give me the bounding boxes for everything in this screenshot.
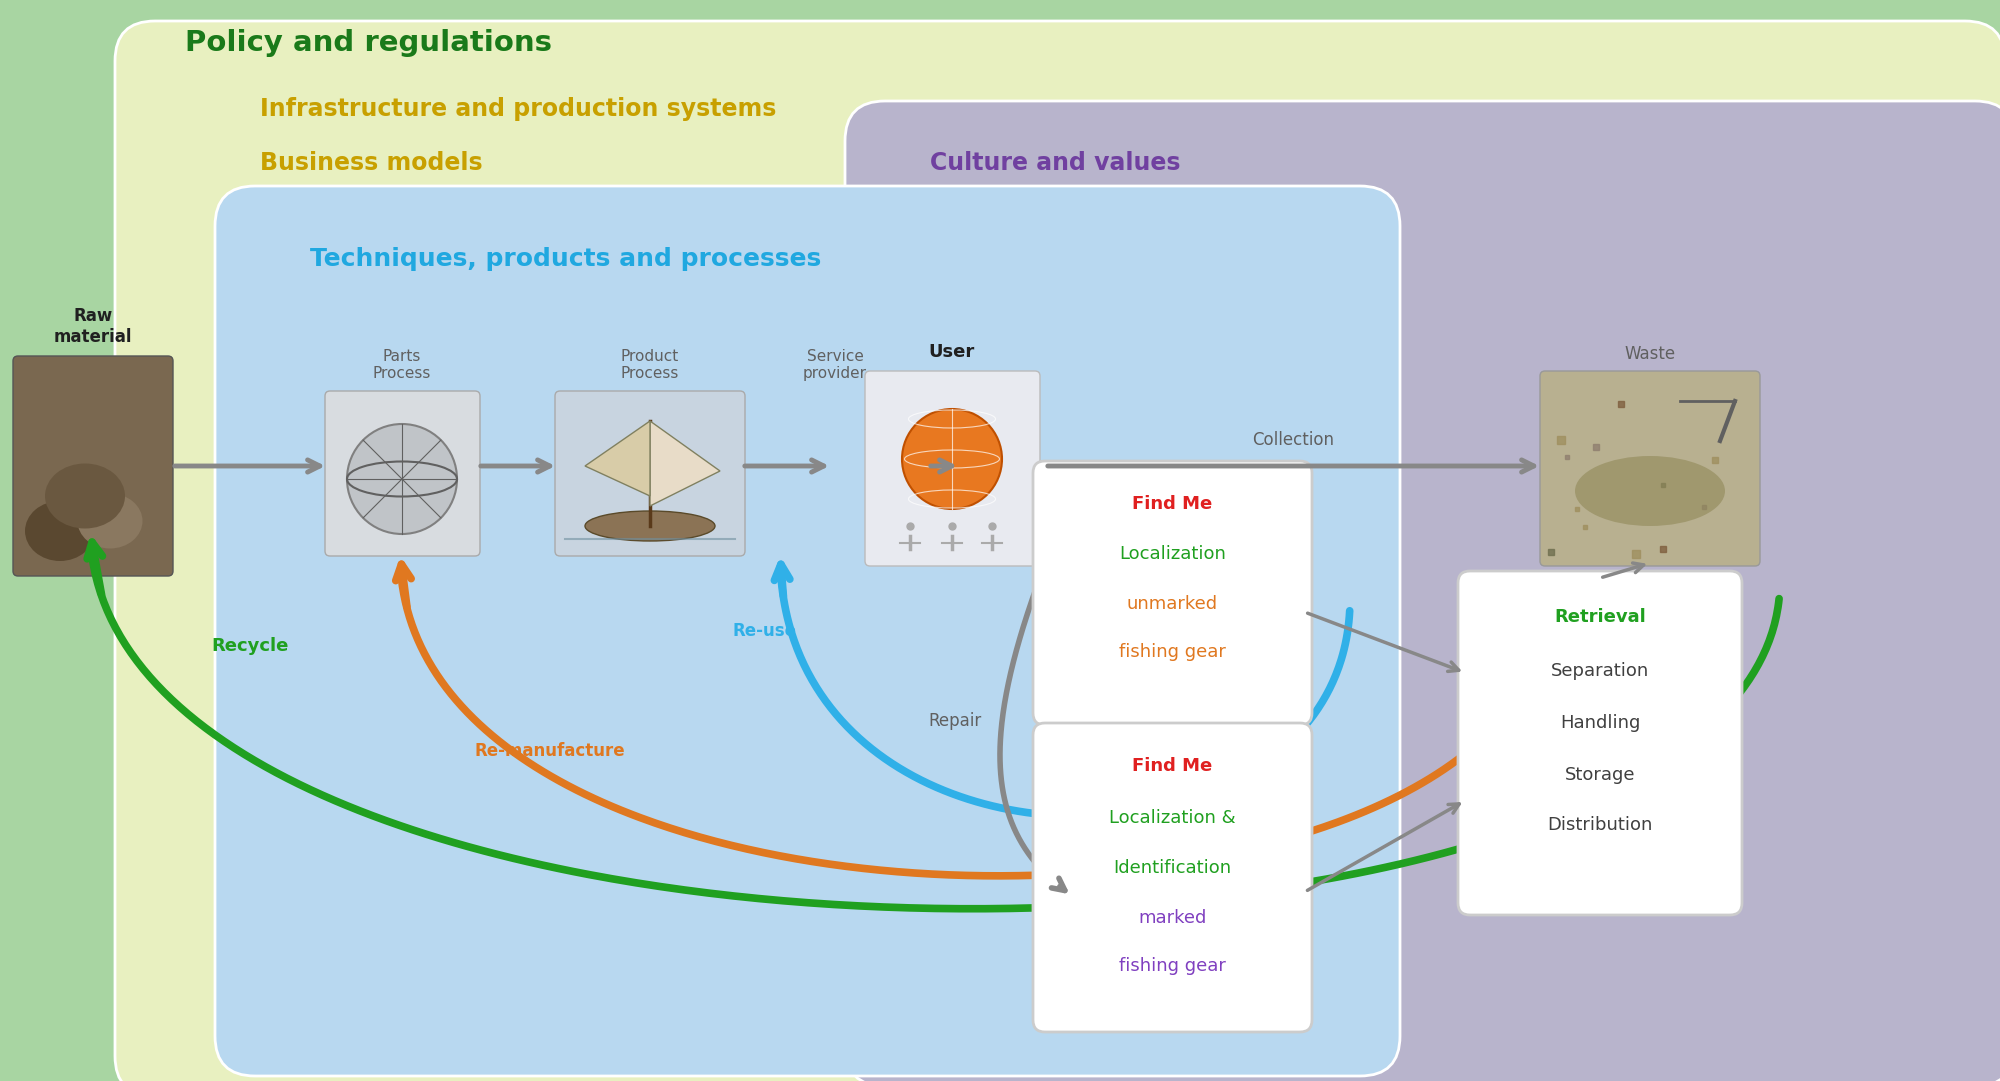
Polygon shape: [650, 421, 720, 506]
FancyBboxPatch shape: [114, 21, 2000, 1081]
FancyBboxPatch shape: [864, 371, 1040, 566]
Text: Re-use: Re-use: [732, 622, 796, 640]
Text: Storage: Storage: [1564, 766, 1636, 784]
Text: Infrastructure and production systems: Infrastructure and production systems: [260, 97, 776, 121]
Text: Repair: Repair: [928, 712, 982, 730]
Text: Waste: Waste: [1624, 345, 1676, 363]
Text: Find Me: Find Me: [1132, 495, 1212, 513]
FancyBboxPatch shape: [556, 391, 744, 556]
Text: Identification: Identification: [1114, 859, 1232, 877]
Ellipse shape: [1576, 456, 1724, 526]
Text: Service
provider: Service provider: [804, 348, 868, 381]
Text: Raw
material: Raw material: [54, 307, 132, 346]
Text: Re-manufacture: Re-manufacture: [474, 742, 626, 760]
Ellipse shape: [44, 464, 124, 529]
FancyBboxPatch shape: [844, 101, 2000, 1081]
Text: marked: marked: [1138, 909, 1206, 927]
Text: Localization: Localization: [1120, 545, 1226, 563]
Text: unmarked: unmarked: [1126, 595, 1218, 613]
FancyBboxPatch shape: [1032, 461, 1312, 725]
Text: Separation: Separation: [1550, 662, 1650, 680]
Circle shape: [902, 409, 1002, 509]
Text: Localization &: Localization &: [1110, 809, 1236, 827]
FancyBboxPatch shape: [1032, 723, 1312, 1032]
Text: fishing gear: fishing gear: [1120, 957, 1226, 975]
Ellipse shape: [24, 501, 96, 561]
FancyBboxPatch shape: [216, 186, 1400, 1076]
Circle shape: [348, 424, 456, 534]
FancyBboxPatch shape: [1540, 371, 1760, 566]
Text: Policy and regulations: Policy and regulations: [184, 29, 552, 57]
Text: Techniques, products and processes: Techniques, products and processes: [310, 246, 822, 271]
FancyBboxPatch shape: [1458, 571, 1742, 915]
Text: Retrieval: Retrieval: [1554, 608, 1646, 626]
Text: Culture and values: Culture and values: [930, 151, 1180, 175]
Ellipse shape: [78, 494, 142, 548]
Ellipse shape: [584, 511, 716, 540]
Text: Distribution: Distribution: [1548, 816, 1652, 835]
Text: Recycle: Recycle: [212, 637, 288, 655]
Polygon shape: [584, 421, 650, 496]
FancyBboxPatch shape: [324, 391, 480, 556]
Text: Find Me: Find Me: [1132, 757, 1212, 775]
Text: Handling: Handling: [1560, 713, 1640, 732]
Text: Parts
Process: Parts Process: [372, 348, 432, 381]
FancyBboxPatch shape: [14, 356, 174, 576]
Text: User: User: [928, 343, 976, 361]
Text: Business models: Business models: [260, 151, 482, 175]
Text: fishing gear: fishing gear: [1120, 643, 1226, 660]
Text: Collection: Collection: [1252, 431, 1334, 449]
Text: Product
Process: Product Process: [620, 348, 680, 381]
